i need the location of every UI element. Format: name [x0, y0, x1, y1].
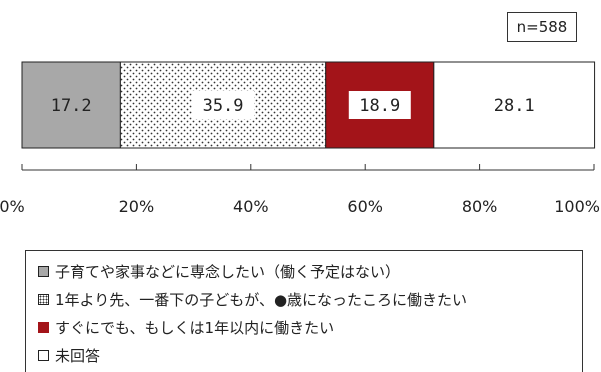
legend-label-4: 未回答: [55, 345, 100, 366]
x-tick-label-80: 80%: [462, 197, 498, 216]
legend-swatch-3: [38, 322, 49, 333]
legend-label-1: 子育てや家事などに専念したい（働く予定はない）: [55, 261, 400, 282]
data-label-1: 17.2: [51, 96, 92, 116]
legend-label-2: 1年より先、一番下の子どもが、●歳になったころに働きたい: [55, 289, 467, 310]
x-tick-label-40: 40%: [233, 197, 269, 216]
legend: 子育てや家事などに専念したい（働く予定はない） 1年より先、一番下の子どもが、●歳…: [25, 250, 583, 372]
legend-swatch-4: [38, 350, 49, 361]
data-label-4: 28.1: [494, 96, 535, 116]
data-label-2: 35.9: [203, 96, 244, 116]
legend-swatch-2: [38, 294, 49, 305]
stacked-bar-chart: 17.2 35.9 18.9 28.1 0% 20% 40% 60% 80% 100%: [0, 0, 601, 245]
legend-label-3: すぐにでも、もしくは1年以内に働きたい: [55, 317, 334, 338]
legend-swatch-1: [38, 266, 49, 277]
data-label-3: 18.9: [359, 96, 400, 116]
x-tick-label-0: 0%: [0, 197, 25, 216]
x-tick-label-20: 20%: [119, 197, 155, 216]
legend-item-4: 未回答: [38, 341, 582, 369]
legend-item-1: 子育てや家事などに専念したい（働く予定はない）: [38, 257, 582, 285]
x-tick-label-60: 60%: [347, 197, 383, 216]
legend-item-3: すぐにでも、もしくは1年以内に働きたい: [38, 313, 582, 341]
legend-item-2: 1年より先、一番下の子どもが、●歳になったころに働きたい: [38, 285, 582, 313]
x-tick-label-100: 100%: [554, 197, 600, 216]
